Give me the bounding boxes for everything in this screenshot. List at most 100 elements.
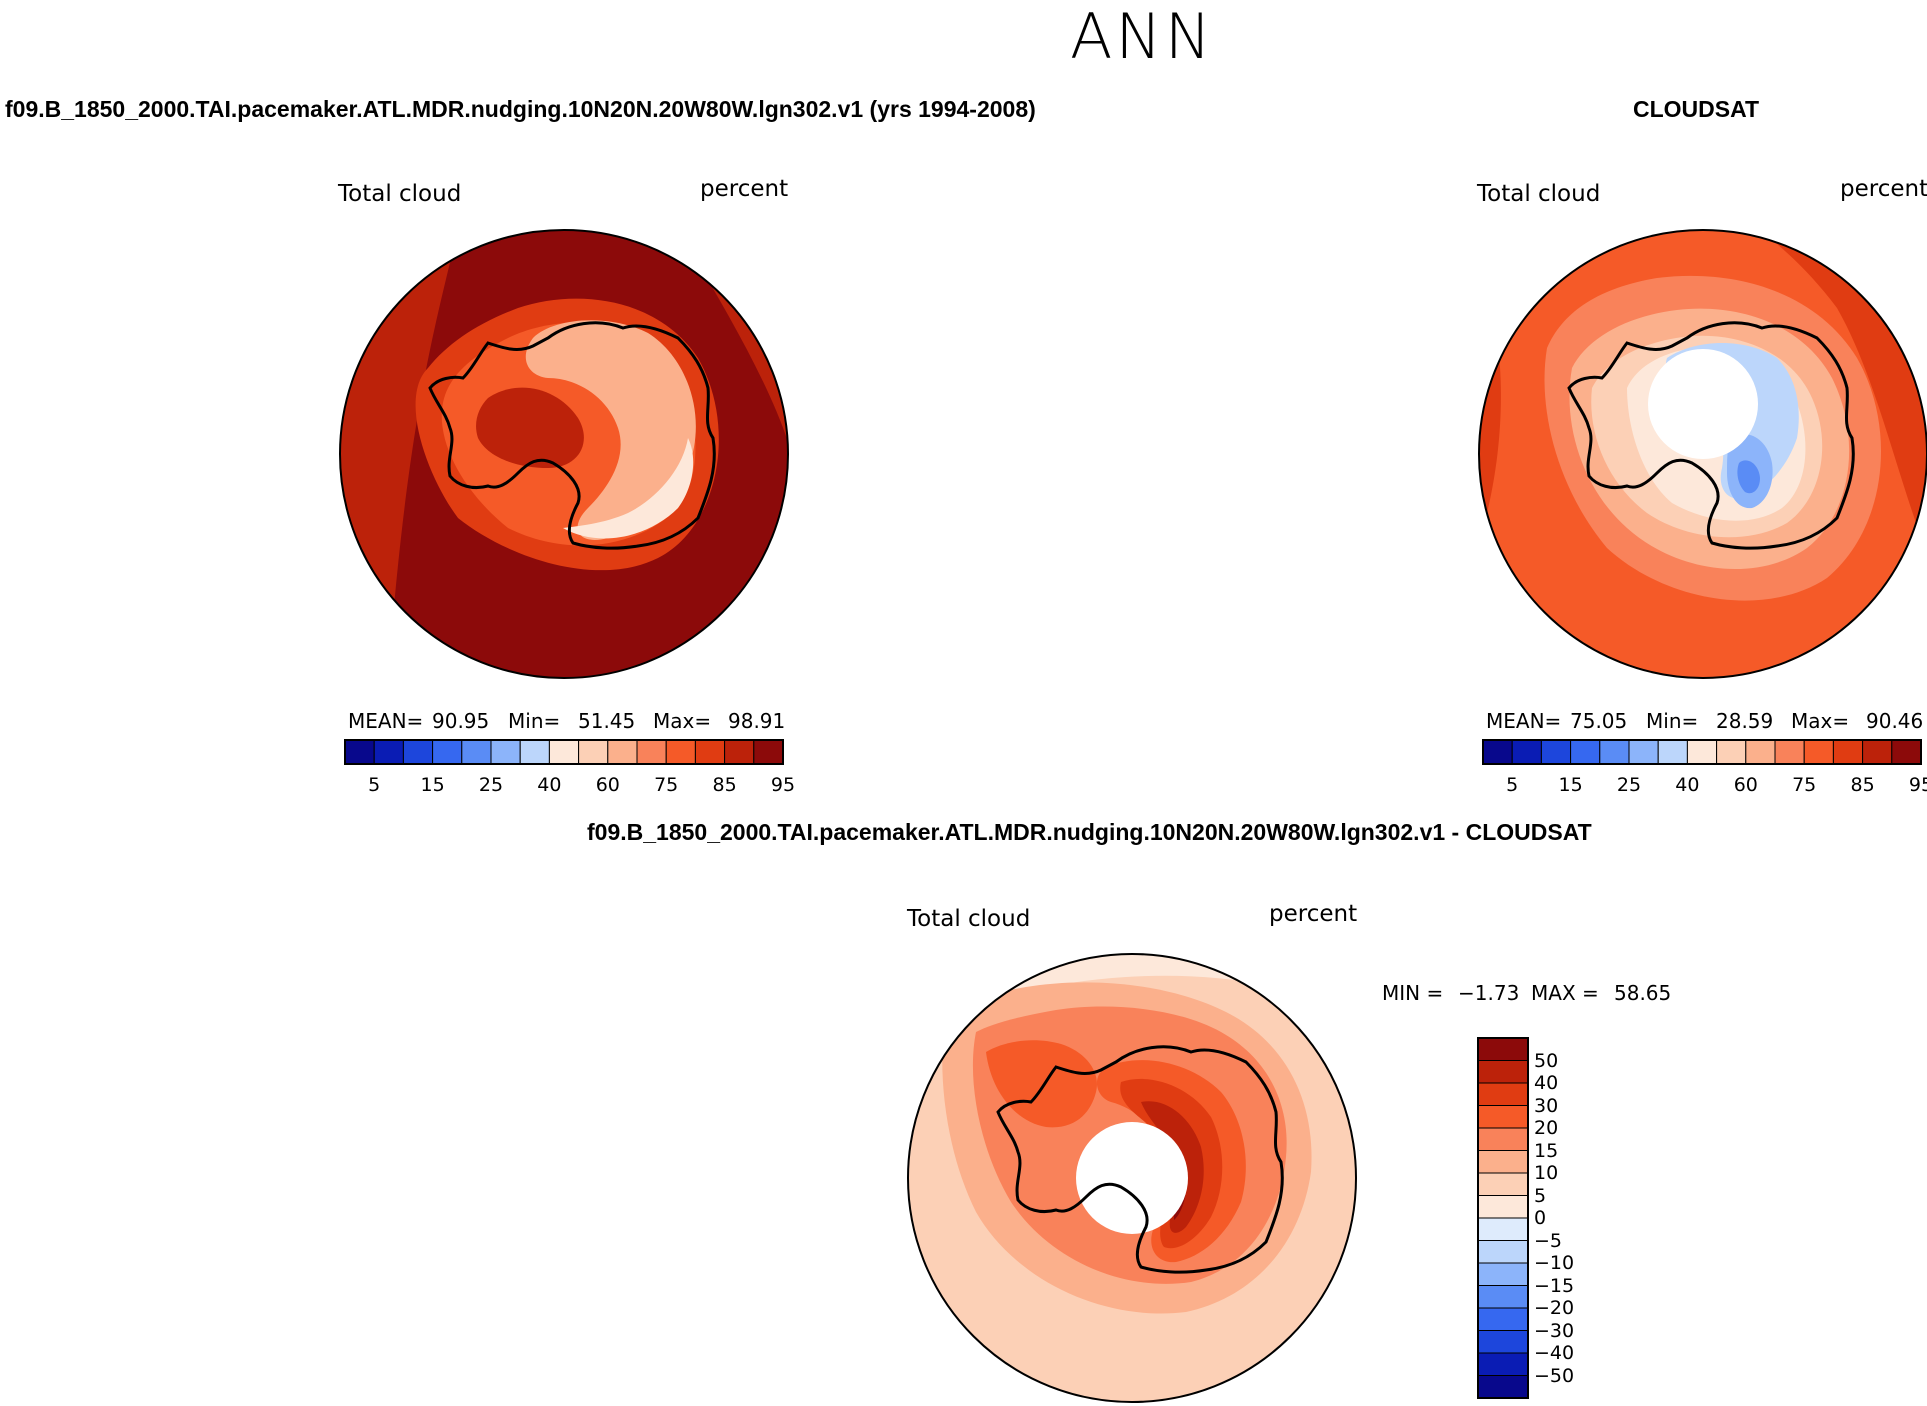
- diff-colorbar-swatch: [1477, 1217, 1529, 1241]
- diff-variable-label: Total cloud: [907, 906, 1031, 932]
- model-colorbar-ticks: 5 15 25 40 60 75 85 95: [345, 770, 795, 796]
- obs-colorbar-tick: 85: [1850, 774, 1875, 796]
- obs-colorbar-swatch: [1891, 739, 1922, 765]
- model-colorbar-tick: 40: [537, 774, 562, 796]
- model-panel-title: f09.B_1850_2000.TAI.pacemaker.ATL.MDR.nu…: [5, 96, 1036, 122]
- diff-colorbar-swatch: [1477, 1195, 1529, 1219]
- model-polar-map: [339, 229, 789, 679]
- obs-colorbar-swatch: [1862, 739, 1893, 765]
- model-max-value: 98.91: [728, 709, 786, 733]
- model-min-label: Min=: [508, 709, 561, 733]
- season-title: ANN: [1070, 0, 1215, 73]
- model-colorbar-swatch: [753, 739, 784, 765]
- model-min-value: 51.45: [578, 709, 636, 733]
- model-colorbar-swatch: [578, 739, 609, 765]
- model-colorbar: [344, 739, 784, 765]
- diff-polar-map: [907, 953, 1357, 1403]
- diff-colorbar-tick: 40: [1534, 1072, 1559, 1094]
- diff-colorbar-swatch: [1477, 1375, 1529, 1399]
- model-colorbar-swatch: [344, 739, 375, 765]
- model-colorbar-swatch: [461, 739, 492, 765]
- diff-colorbar-tick: 10: [1534, 1162, 1559, 1184]
- diff-colorbar-swatch: [1477, 1172, 1529, 1196]
- coastline-antarctica: [428, 321, 716, 550]
- diff-colorbar: [1477, 1037, 1529, 1399]
- diff-min-value: −1.73: [1458, 981, 1520, 1005]
- obs-colorbar-swatch: [1803, 739, 1834, 765]
- diff-colorbar-tick: −40: [1534, 1342, 1575, 1364]
- diff-colorbar-swatch: [1477, 1285, 1529, 1309]
- diff-colorbar-tick: −20: [1534, 1297, 1575, 1319]
- model-colorbar-swatch: [694, 739, 726, 765]
- diff-colorbar-ticks: 50 40 30 20 15 10 5 0 −5 −10 −15 −20 −30 −40 −50: [1534, 1038, 1594, 1398]
- model-colorbar-swatch: [402, 739, 434, 765]
- diff-colorbar-tick: −50: [1534, 1364, 1575, 1387]
- obs-min-label: Min=: [1646, 709, 1699, 733]
- coastline-antarctica: [996, 1045, 1284, 1274]
- diff-colorbar-tick: −10: [1534, 1252, 1575, 1274]
- model-colorbar-tick: 95: [770, 774, 796, 796]
- diff-min-label: MIN =: [1382, 981, 1444, 1005]
- obs-units-label: percent: [1840, 176, 1927, 202]
- diff-max-value: 58.65: [1614, 981, 1672, 1005]
- diff-colorbar-swatch: [1477, 1352, 1529, 1376]
- obs-variable-label: Total cloud: [1477, 181, 1601, 207]
- diff-colorbar-tick: 20: [1534, 1117, 1559, 1139]
- obs-colorbar-tick: 5: [1506, 774, 1519, 796]
- diff-colorbar-swatch: [1477, 1240, 1529, 1264]
- diff-colorbar-tick: 5: [1534, 1184, 1547, 1207]
- diff-colorbar-tick: −15: [1534, 1274, 1575, 1297]
- diff-colorbar-tick: 50: [1534, 1049, 1559, 1072]
- obs-colorbar-tick: 75: [1792, 774, 1817, 796]
- model-colorbar-swatch: [373, 739, 404, 765]
- model-colorbar-swatch: [607, 739, 638, 765]
- obs-colorbar-ticks: 5 15 25 40 60 75 85 95: [1483, 770, 1927, 796]
- obs-colorbar-swatch: [1599, 739, 1630, 765]
- model-colorbar-swatch: [724, 739, 755, 765]
- obs-colorbar-swatch: [1570, 739, 1601, 765]
- diff-max-label: MAX =: [1531, 981, 1599, 1005]
- obs-mean-label: MEAN=: [1486, 709, 1562, 733]
- diff-colorbar-swatch: [1477, 1150, 1529, 1174]
- obs-colorbar-tick: 15: [1558, 774, 1583, 796]
- model-max-label: Max=: [653, 709, 712, 733]
- diff-colorbar-swatch: [1477, 1307, 1529, 1331]
- model-colorbar-tick: 15: [420, 774, 445, 796]
- diff-colorbar-tick: 0: [1534, 1207, 1547, 1229]
- model-units-label: percent: [700, 176, 789, 202]
- diff-colorbar-swatch: [1477, 1060, 1529, 1084]
- obs-colorbar-tick: 95: [1908, 774, 1927, 796]
- diff-colorbar-tick: 30: [1534, 1094, 1559, 1117]
- obs-mean-value: 75.05: [1570, 709, 1628, 733]
- obs-colorbar-swatch: [1628, 739, 1659, 765]
- model-colorbar-swatch: [519, 739, 550, 765]
- model-colorbar-tick: 60: [595, 774, 620, 796]
- diff-colorbar-swatch: [1477, 1082, 1529, 1106]
- diff-colorbar-swatch: [1477, 1127, 1529, 1151]
- model-colorbar-tick: 25: [478, 774, 504, 796]
- model-colorbar-swatch: [432, 739, 463, 765]
- obs-colorbar-swatch: [1745, 739, 1776, 765]
- obs-min-value: 28.59: [1716, 709, 1774, 733]
- obs-colorbar-swatch: [1716, 739, 1747, 765]
- obs-colorbar-swatch: [1774, 739, 1805, 765]
- coastline-antarctica: [1567, 321, 1855, 550]
- obs-polar-map: [1478, 229, 1927, 679]
- model-colorbar-swatch: [490, 739, 521, 765]
- obs-colorbar-swatch: [1511, 739, 1542, 765]
- model-colorbar-swatch: [636, 739, 667, 765]
- diff-colorbar-tick: −5: [1534, 1229, 1563, 1252]
- diff-units-label: percent: [1269, 901, 1358, 927]
- model-colorbar-swatch: [548, 739, 580, 765]
- obs-max-value: 90.46: [1866, 709, 1924, 733]
- diff-panel-title: f09.B_1850_2000.TAI.pacemaker.ATL.MDR.nu…: [587, 819, 1592, 845]
- diff-colorbar-tick: 15: [1534, 1139, 1559, 1162]
- diff-colorbar-swatch: [1477, 1262, 1529, 1286]
- diff-colorbar-swatch: [1477, 1105, 1529, 1129]
- model-variable-label: Total cloud: [338, 181, 462, 207]
- obs-colorbar-tick: 60: [1733, 774, 1758, 796]
- obs-colorbar-swatch: [1686, 739, 1718, 765]
- model-colorbar-swatch: [665, 739, 696, 765]
- obs-colorbar-swatch: [1832, 739, 1864, 765]
- obs-colorbar-tick: 25: [1616, 774, 1642, 796]
